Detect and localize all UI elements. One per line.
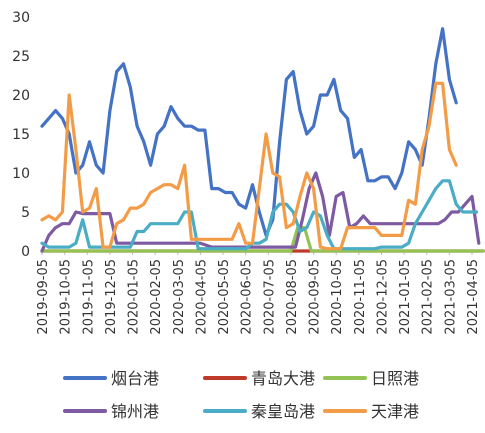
x-tick-label: 2019-10-05 bbox=[59, 259, 74, 335]
x-tick-label: 2020-11-05 bbox=[353, 259, 368, 335]
series-line-2 bbox=[40, 226, 485, 253]
y-tick-label: 20 bbox=[12, 88, 30, 104]
x-tick-label: 2020-09-05 bbox=[308, 259, 323, 335]
legend-label: 日照港 bbox=[371, 369, 419, 388]
y-axis: 0 5 10 15 20 25 30 bbox=[12, 10, 30, 260]
x-tick-label: 2020-03-05 bbox=[172, 259, 187, 335]
y-tick-label: 15 bbox=[12, 127, 30, 143]
series-line-4 bbox=[40, 179, 479, 251]
legend-label: 天津港 bbox=[371, 402, 419, 421]
x-tick-label: 2020-10-05 bbox=[330, 259, 345, 335]
x-tick-label: 2021-01-05 bbox=[398, 259, 413, 335]
x-tick-label: 2019-09-05 bbox=[36, 259, 51, 335]
y-tick-label: 25 bbox=[12, 49, 30, 65]
y-tick-label: 30 bbox=[12, 10, 30, 26]
x-tick-label: 2021-03-05 bbox=[443, 259, 458, 335]
series-line-5 bbox=[40, 81, 458, 251]
legend-label: 锦州港 bbox=[111, 402, 159, 421]
series-group bbox=[40, 27, 485, 253]
x-tick-label: 2019-12-05 bbox=[104, 259, 119, 335]
legend-label: 秦皇岛港 bbox=[251, 402, 315, 421]
x-tick-label: 2020-04-05 bbox=[194, 259, 209, 335]
x-tick-label: 2020-06-05 bbox=[240, 259, 255, 335]
x-tick-label: 2021-02-05 bbox=[421, 259, 436, 335]
y-tick-label: 10 bbox=[12, 166, 30, 182]
x-tick-label: 2020-12-05 bbox=[375, 259, 390, 335]
x-tick-label: 2020-05-05 bbox=[217, 259, 232, 335]
x-tick-label: 2020-01-05 bbox=[127, 259, 142, 335]
x-tick-label: 2020-02-05 bbox=[149, 259, 164, 335]
x-tick-label: 2021-04-05 bbox=[466, 259, 481, 335]
x-tick-label: 2020-07-05 bbox=[262, 259, 277, 335]
y-tick-label: 5 bbox=[21, 205, 30, 221]
x-axis: 2019-09-05 2019-10-05 2019-11-05 2019-12-05… bbox=[36, 251, 481, 335]
legend-label: 烟台港 bbox=[111, 369, 159, 388]
series-line-0 bbox=[40, 27, 458, 237]
x-tick-label: 2020-08-05 bbox=[285, 259, 300, 335]
y-tick-label: 0 bbox=[21, 244, 30, 260]
x-tick-label: 2019-11-05 bbox=[81, 259, 96, 335]
legend-label: 青岛大港 bbox=[251, 369, 315, 388]
